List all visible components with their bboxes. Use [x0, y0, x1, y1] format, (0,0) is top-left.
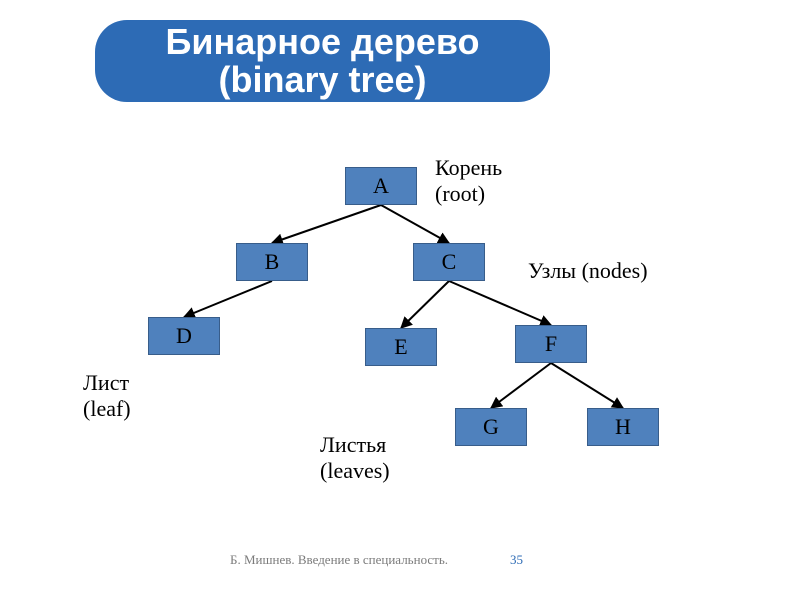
edges-layer	[0, 0, 800, 600]
annotation-root: Корень(root)	[435, 155, 502, 208]
tree-node-C: C	[413, 243, 485, 281]
tree-node-E: E	[365, 328, 437, 366]
annotation-root-line1: Корень	[435, 155, 502, 181]
annotation-leaf-line2: (leaf)	[83, 396, 131, 422]
slide-stage: { "slide": { "width": 800, "height": 600…	[0, 0, 800, 600]
edge-B-D	[184, 281, 272, 317]
footer-page-number: 35	[510, 552, 523, 568]
annotation-leaves-line2: (leaves)	[320, 458, 390, 484]
edge-A-B	[272, 205, 381, 243]
edge-F-G	[491, 363, 551, 408]
edge-F-H	[551, 363, 623, 408]
annotation-nodes-line1: Узлы (nodes)	[528, 258, 648, 284]
annotation-leaf-line1: Лист	[83, 370, 131, 396]
tree-node-D: D	[148, 317, 220, 355]
tree-node-A: A	[345, 167, 417, 205]
annotation-leaves: Листья(leaves)	[320, 432, 390, 485]
annotation-root-line2: (root)	[435, 181, 502, 207]
edge-C-F	[449, 281, 551, 325]
footer-author: Б. Мишнев. Введение в специальность.	[230, 552, 448, 568]
edge-C-E	[401, 281, 449, 328]
annotation-leaves-line1: Листья	[320, 432, 390, 458]
edge-A-C	[381, 205, 449, 243]
annotation-leaf: Лист(leaf)	[83, 370, 131, 423]
annotation-nodes: Узлы (nodes)	[528, 258, 648, 284]
tree-node-G: G	[455, 408, 527, 446]
tree-node-F: F	[515, 325, 587, 363]
tree-node-H: H	[587, 408, 659, 446]
edges-group	[184, 205, 623, 408]
tree-node-B: B	[236, 243, 308, 281]
